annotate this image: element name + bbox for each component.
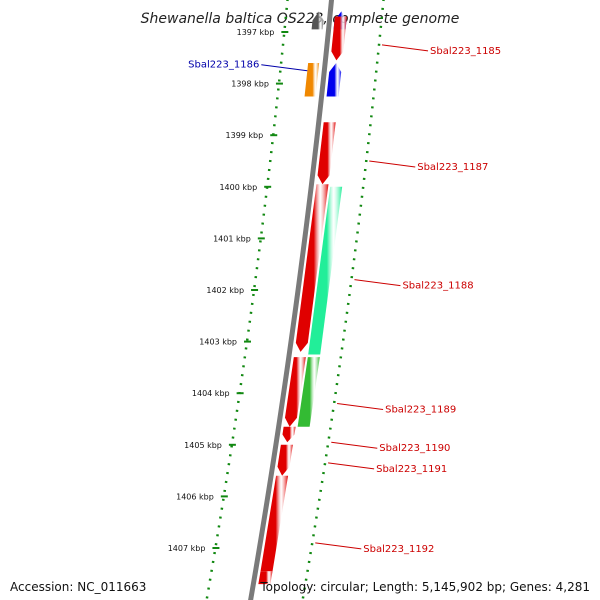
ruler-tick-label: 1403 kbp <box>199 338 237 347</box>
gene-leader-line <box>261 64 308 72</box>
gene-label: Sbal223_1185 <box>430 46 501 57</box>
gene-feature <box>284 357 306 427</box>
gene-label: Sbal223_1186 <box>188 60 259 71</box>
gene-feature <box>308 186 343 355</box>
topology-text: Topology: circular; Length: 5,145,902 bp… <box>260 580 590 594</box>
gene-feature <box>260 475 289 572</box>
backbone-arc <box>248 0 335 600</box>
ruler-tick-label: 1407 kbp <box>168 544 206 553</box>
backbone <box>248 0 335 600</box>
gene-feature <box>311 11 324 30</box>
gene-feature <box>326 62 342 97</box>
ruler-tick-label: 1405 kbp <box>184 441 222 450</box>
ruler-tick-label: 1398 kbp <box>231 80 269 89</box>
gene-leader-line <box>315 542 362 550</box>
gene-feature <box>297 357 320 427</box>
gene-feature <box>295 184 329 352</box>
gene-feature <box>304 62 320 97</box>
ruler-tick-label: 1402 kbp <box>206 286 244 295</box>
gene-feature <box>331 16 347 61</box>
gene-leader-line <box>354 279 401 287</box>
gene-label: Sbal223_1188 <box>402 281 473 292</box>
gene-feature <box>317 122 336 185</box>
gene-label: Sbal223_1191 <box>376 464 447 475</box>
ruler: 1397 kbp 1398 kbp 1399 kbp 1400 kbp 1401 kbp… <box>168 0 385 600</box>
ruler-tick-label: 1400 kbp <box>219 183 257 192</box>
gene-leader-line <box>331 441 378 449</box>
gene-feature <box>277 444 293 476</box>
ruler-tick-label: 1399 kbp <box>226 131 264 140</box>
ruler-tick-label: 1404 kbp <box>192 389 230 398</box>
genes <box>258 11 347 585</box>
gene-label: Sbal223_1190 <box>379 443 450 454</box>
gene-label: Sbal223_1192 <box>363 544 434 555</box>
gene-leader-line <box>369 160 416 168</box>
gene-leader-line <box>381 44 429 52</box>
gene-feature <box>258 571 273 585</box>
gene-label: Sbal223_1189 <box>385 405 456 416</box>
gene-feature <box>282 426 296 443</box>
gene-leader-line <box>328 462 375 470</box>
genome-title: Shewanella baltica OS223, complete genom… <box>141 11 460 27</box>
gene-leader-line <box>337 403 384 411</box>
accession-text: Accession: NC_011663 <box>10 580 147 594</box>
gene-labels: Sbal223_1185 Sbal223_1186 Sbal223_1187 Sbal… <box>188 44 501 555</box>
ruler-tick-label: 1397 kbp <box>237 28 275 37</box>
ruler-tick-label: 1406 kbp <box>176 492 214 501</box>
ruler-tick-label: 1401 kbp <box>213 234 251 243</box>
gene-label: Sbal223_1187 <box>417 162 488 173</box>
